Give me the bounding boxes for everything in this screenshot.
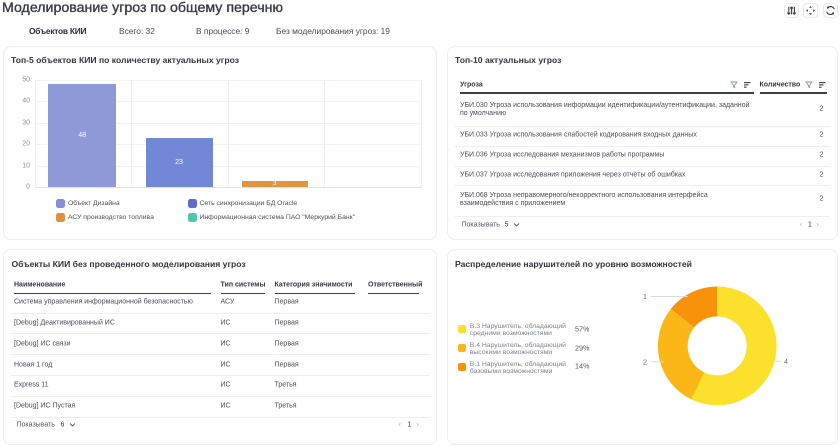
- svg-text:1: 1: [643, 292, 647, 301]
- svg-text:4: 4: [784, 357, 788, 366]
- svg-text:2: 2: [643, 357, 647, 366]
